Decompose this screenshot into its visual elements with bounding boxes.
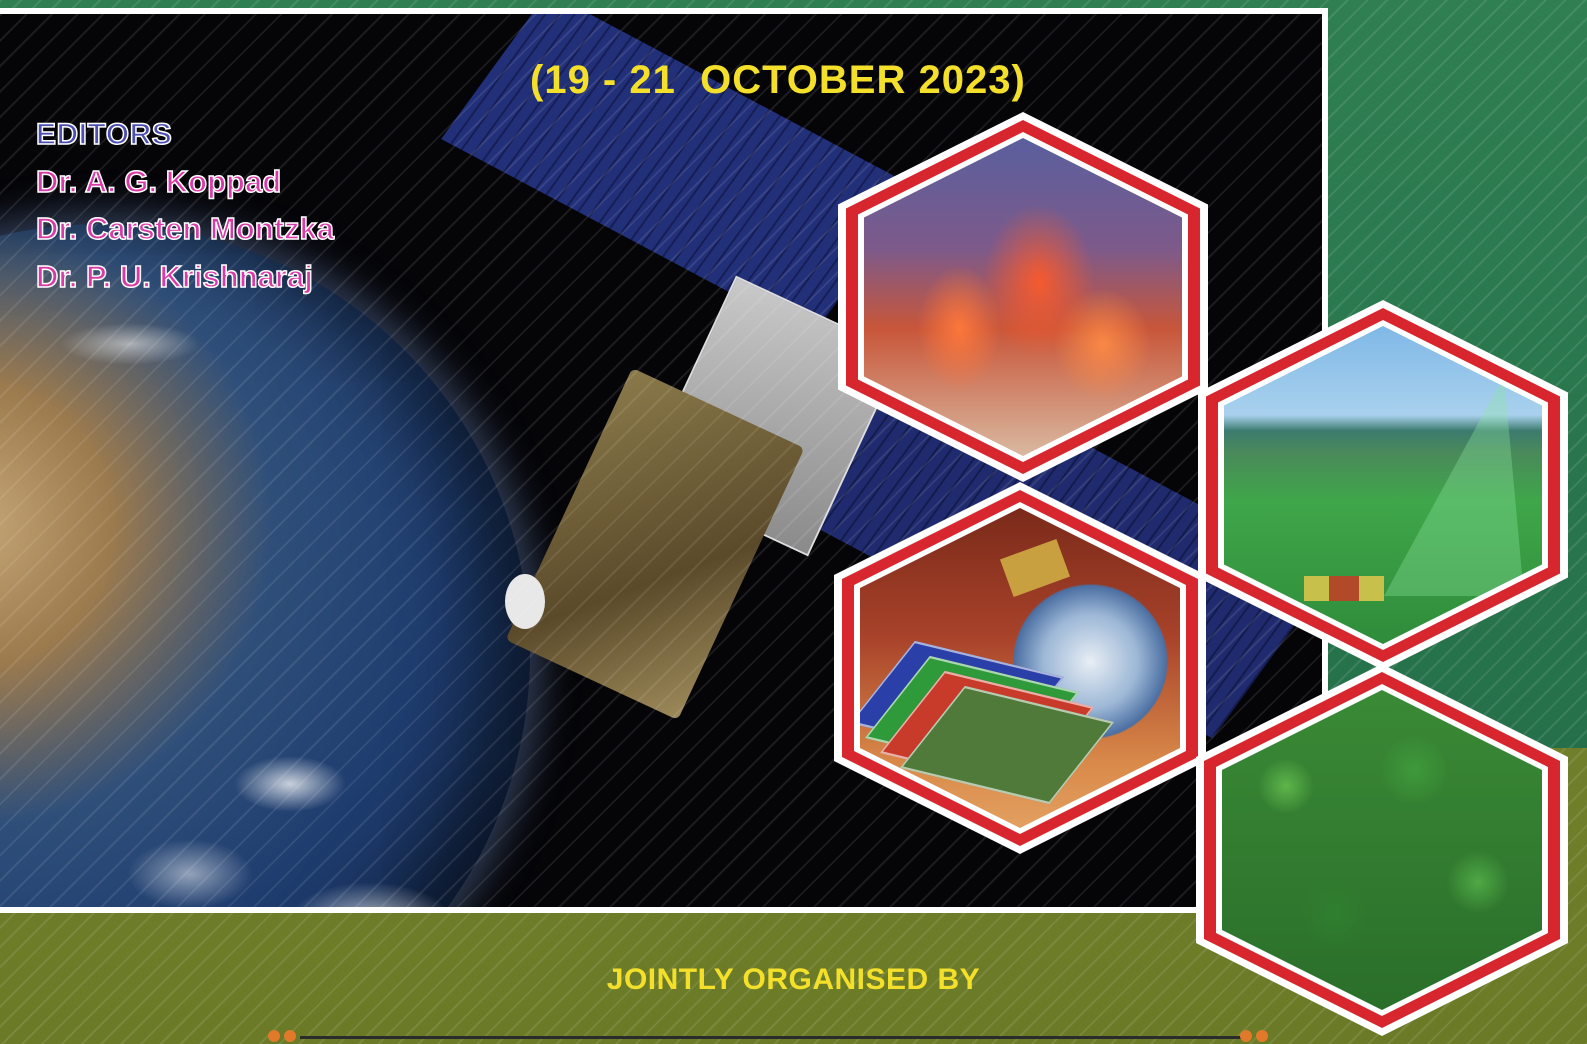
organised-by-heading: JOINTLY ORGANISED BY — [606, 963, 981, 996]
event-dates: (19 - 21 OCTOBER 2023) — [530, 58, 1026, 102]
forest-canopy-image — [1222, 690, 1542, 1010]
decor-dot — [1240, 1030, 1252, 1042]
editor-name: Dr. Carsten Montzka — [35, 210, 335, 247]
forest-fire-image — [864, 138, 1182, 456]
decor-dot — [284, 1030, 296, 1042]
editor-name: Dr. P. U. Krishnaraj — [35, 258, 313, 295]
editor-name: Dr. A. G. Koppad — [35, 163, 282, 200]
decor-dot — [268, 1030, 280, 1042]
divider — [300, 1036, 1250, 1039]
space-image-panel: (19 - 21 OCTOBER 2023) EDITORS Dr. A. G.… — [0, 8, 1328, 913]
field-sensing-image — [1224, 326, 1542, 644]
decor-dot — [1256, 1030, 1268, 1042]
editors-heading: EDITORS — [35, 117, 173, 152]
satellite-small — [999, 538, 1071, 598]
satellite-dish — [505, 574, 545, 629]
